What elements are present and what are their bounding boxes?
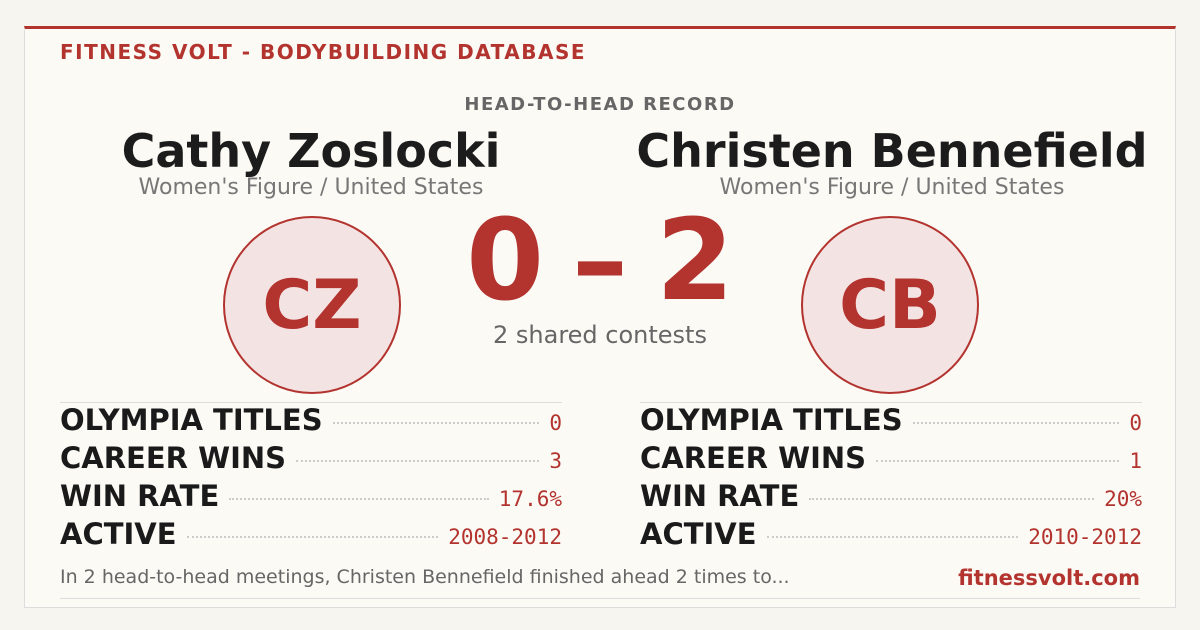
stats: OLYMPIA TITLES 0 CAREER WINS 3 WIN RATE 17.6%… [60, 402, 562, 555]
score: 0–2 [0, 196, 1200, 326]
site-link[interactable]: fitnessvolt.com [958, 566, 1140, 590]
stat-label: CAREER WINS [60, 441, 287, 475]
avatar: CZ [223, 216, 401, 394]
initials: CZ [262, 265, 362, 345]
stat-value: 2008-2012 [448, 525, 562, 549]
stat-value: 1 [1129, 449, 1142, 473]
leader [876, 460, 1120, 462]
leader [229, 498, 489, 500]
stat-label: ACTIVE [640, 517, 757, 551]
stat-row: ACTIVE 2008-2012 [60, 517, 562, 555]
summary: In 2 head-to-head meetings, Christen Ben… [60, 566, 790, 588]
score-caption: 2 shared contests [493, 321, 707, 349]
stat-row: CAREER WINS 1 [640, 441, 1142, 479]
stat-row: ACTIVE 2010-2012 [640, 517, 1142, 555]
athlete-name: Christen Bennefield [636, 124, 1148, 178]
leader [332, 422, 540, 424]
score-left: 0 [466, 196, 544, 326]
avatar: CB [801, 216, 979, 394]
brand: FITNESS VOLT - BODYBUILDING DATABASE [60, 40, 587, 64]
stat-value: 0 [1129, 411, 1142, 435]
card [24, 26, 1176, 608]
stat-value: 20% [1104, 487, 1142, 511]
stats: OLYMPIA TITLES 0 CAREER WINS 1 WIN RATE 20% AC… [640, 402, 1142, 555]
stat-row: CAREER WINS 3 [60, 441, 562, 479]
score-separator: – [572, 196, 628, 326]
subtitle: HEAD-TO-HEAD RECORD [464, 94, 736, 115]
stat-row: OLYMPIA TITLES 0 [640, 403, 1142, 441]
initials: CB [839, 265, 941, 345]
athlete-division: Women's Figure / United States [719, 175, 1065, 200]
leader [186, 536, 439, 538]
stat-row: WIN RATE 17.6% [60, 479, 562, 517]
stat-value: 2010-2012 [1028, 525, 1142, 549]
stat-label: OLYMPIA TITLES [640, 403, 903, 437]
stat-row: OLYMPIA TITLES 0 [60, 403, 562, 441]
leader [296, 460, 540, 462]
footer: In 2 head-to-head meetings, Christen Ben… [60, 566, 1140, 599]
athlete-division: Women's Figure / United States [138, 175, 484, 200]
leader [809, 498, 1095, 500]
athlete-name: Cathy Zoslocki [121, 124, 501, 178]
stat-label: ACTIVE [60, 517, 177, 551]
score-right: 2 [656, 196, 734, 326]
stat-value: 17.6% [498, 487, 562, 511]
stat-value: 3 [549, 449, 562, 473]
leader [766, 536, 1019, 538]
stat-row: WIN RATE 20% [640, 479, 1142, 517]
stat-label: WIN RATE [60, 479, 220, 513]
stat-label: OLYMPIA TITLES [60, 403, 323, 437]
stat-label: WIN RATE [640, 479, 800, 513]
stat-value: 0 [549, 411, 562, 435]
stat-label: CAREER WINS [640, 441, 867, 475]
leader [912, 422, 1120, 424]
